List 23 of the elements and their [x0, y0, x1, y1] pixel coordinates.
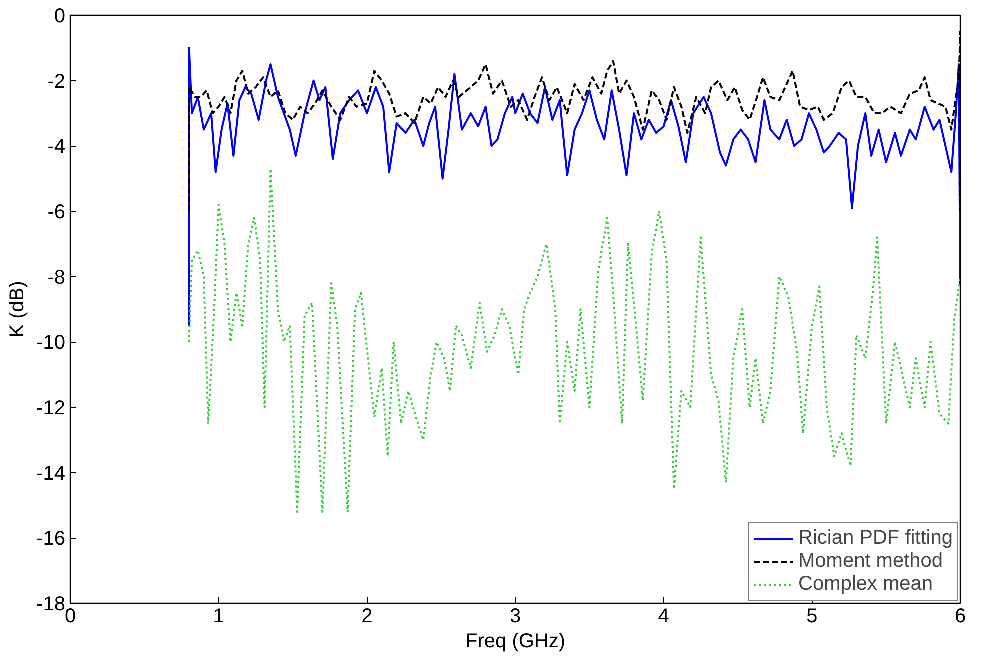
- x-tick-label: 2: [362, 606, 373, 628]
- line-series: [188, 168, 960, 514]
- y-tick-label: -18: [36, 594, 66, 616]
- x-tick-label: 1: [213, 606, 224, 628]
- x-axis-title: Freq (GHz): [466, 630, 566, 652]
- legend-label: Complex mean: [798, 573, 934, 596]
- legend-label: Moment method: [798, 550, 944, 573]
- y-tick-label: -12: [36, 398, 66, 420]
- legend-label: Rician PDF fitting: [798, 527, 953, 550]
- y-tick-label: -4: [48, 136, 66, 158]
- y-tick-label: -14: [36, 462, 66, 485]
- x-tick-label: 5: [806, 606, 818, 628]
- x-tick-label: 4: [658, 606, 670, 628]
- y-axis-title: K (dB): [6, 281, 29, 338]
- y-tick-label: -6: [48, 202, 66, 224]
- y-tick-label: -2: [48, 70, 66, 93]
- y-tick-label: -8: [48, 266, 66, 289]
- x-tick-label: 3: [510, 606, 522, 628]
- y-tick-label: -16: [36, 528, 66, 550]
- x-tick-label: 6: [954, 606, 966, 628]
- y-tick-label: 0: [54, 6, 66, 28]
- line-series: [188, 47, 960, 327]
- y-tick-label: -10: [36, 332, 66, 354]
